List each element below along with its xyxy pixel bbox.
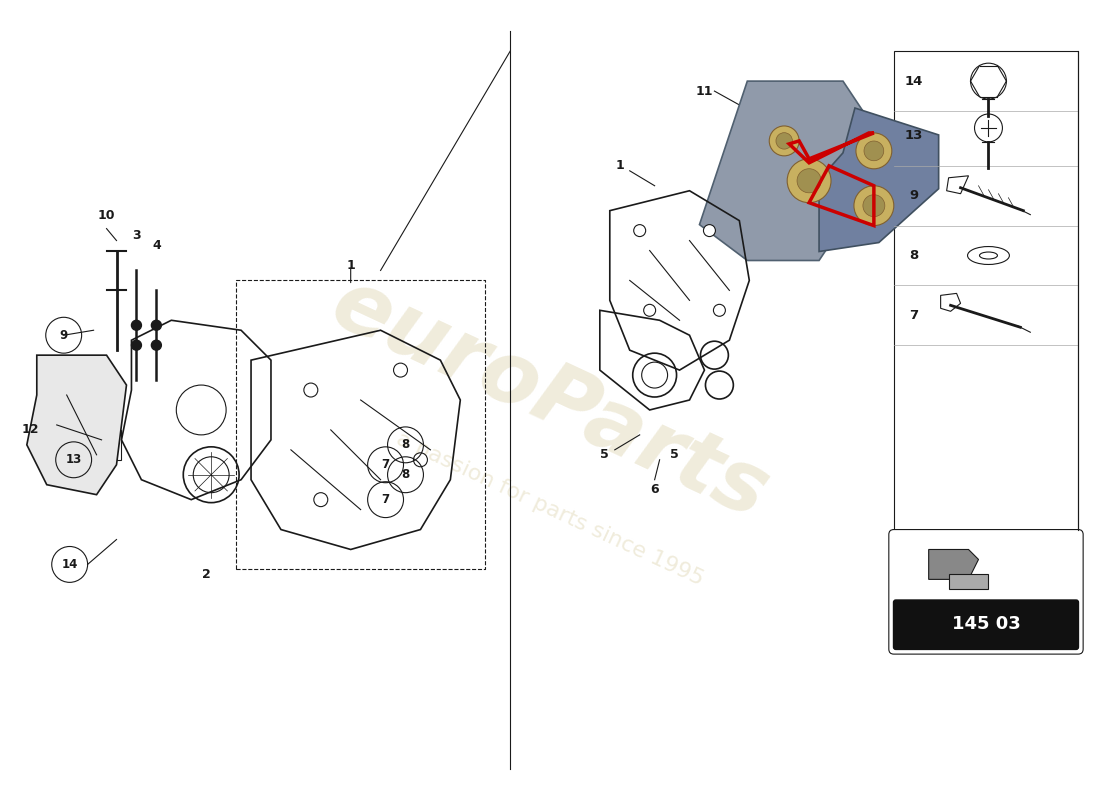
Text: a passion for parts since 1995: a passion for parts since 1995 (393, 430, 707, 590)
Text: 9: 9 (910, 190, 918, 202)
Text: 7: 7 (910, 309, 918, 322)
Circle shape (704, 225, 715, 237)
FancyBboxPatch shape (894, 51, 1078, 530)
Ellipse shape (979, 252, 998, 259)
Text: 14: 14 (62, 558, 78, 571)
Circle shape (132, 340, 142, 350)
Polygon shape (820, 108, 938, 251)
Text: 4: 4 (152, 239, 161, 252)
Text: 5: 5 (670, 448, 679, 462)
Circle shape (152, 340, 162, 350)
Text: 9: 9 (59, 329, 68, 342)
Text: 11: 11 (695, 85, 713, 98)
Text: 7: 7 (382, 458, 389, 471)
Circle shape (862, 194, 884, 217)
Text: 8: 8 (402, 438, 409, 451)
Text: 1: 1 (615, 159, 624, 172)
Text: 7: 7 (382, 493, 389, 506)
Circle shape (314, 493, 328, 506)
Circle shape (854, 186, 894, 226)
Polygon shape (700, 81, 867, 261)
Circle shape (776, 133, 792, 149)
Text: 5: 5 (601, 448, 609, 462)
Circle shape (634, 225, 646, 237)
Circle shape (788, 159, 831, 202)
Circle shape (644, 304, 656, 316)
Circle shape (798, 169, 822, 193)
Text: 14: 14 (904, 74, 923, 88)
Text: 8: 8 (402, 468, 409, 482)
Text: 13: 13 (66, 454, 81, 466)
Text: 3: 3 (132, 229, 141, 242)
Text: 13: 13 (904, 130, 923, 142)
Text: 12: 12 (21, 423, 38, 436)
FancyBboxPatch shape (893, 599, 1079, 650)
Circle shape (152, 320, 162, 330)
Circle shape (769, 126, 799, 156)
Circle shape (714, 304, 725, 316)
Circle shape (856, 133, 892, 169)
Circle shape (394, 363, 407, 377)
Circle shape (864, 141, 883, 161)
Text: 6: 6 (650, 483, 659, 496)
FancyBboxPatch shape (889, 530, 1084, 654)
Text: 8: 8 (909, 249, 918, 262)
Text: 145 03: 145 03 (952, 615, 1021, 634)
Text: 2: 2 (201, 568, 210, 581)
Text: 10: 10 (98, 209, 116, 222)
Text: 1: 1 (346, 259, 355, 272)
Polygon shape (928, 550, 979, 579)
Circle shape (414, 453, 428, 466)
Circle shape (304, 383, 318, 397)
Circle shape (132, 320, 142, 330)
Text: euroParts: euroParts (319, 262, 781, 538)
Polygon shape (948, 574, 989, 590)
Polygon shape (26, 355, 126, 494)
